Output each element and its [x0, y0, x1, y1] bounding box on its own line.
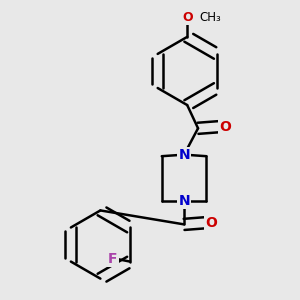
- Text: F: F: [108, 252, 118, 266]
- Text: CH₃: CH₃: [199, 11, 221, 24]
- Text: O: O: [205, 216, 217, 230]
- Text: O: O: [182, 11, 193, 24]
- Text: N: N: [178, 148, 190, 162]
- Text: O: O: [219, 120, 231, 134]
- Text: N: N: [178, 194, 190, 208]
